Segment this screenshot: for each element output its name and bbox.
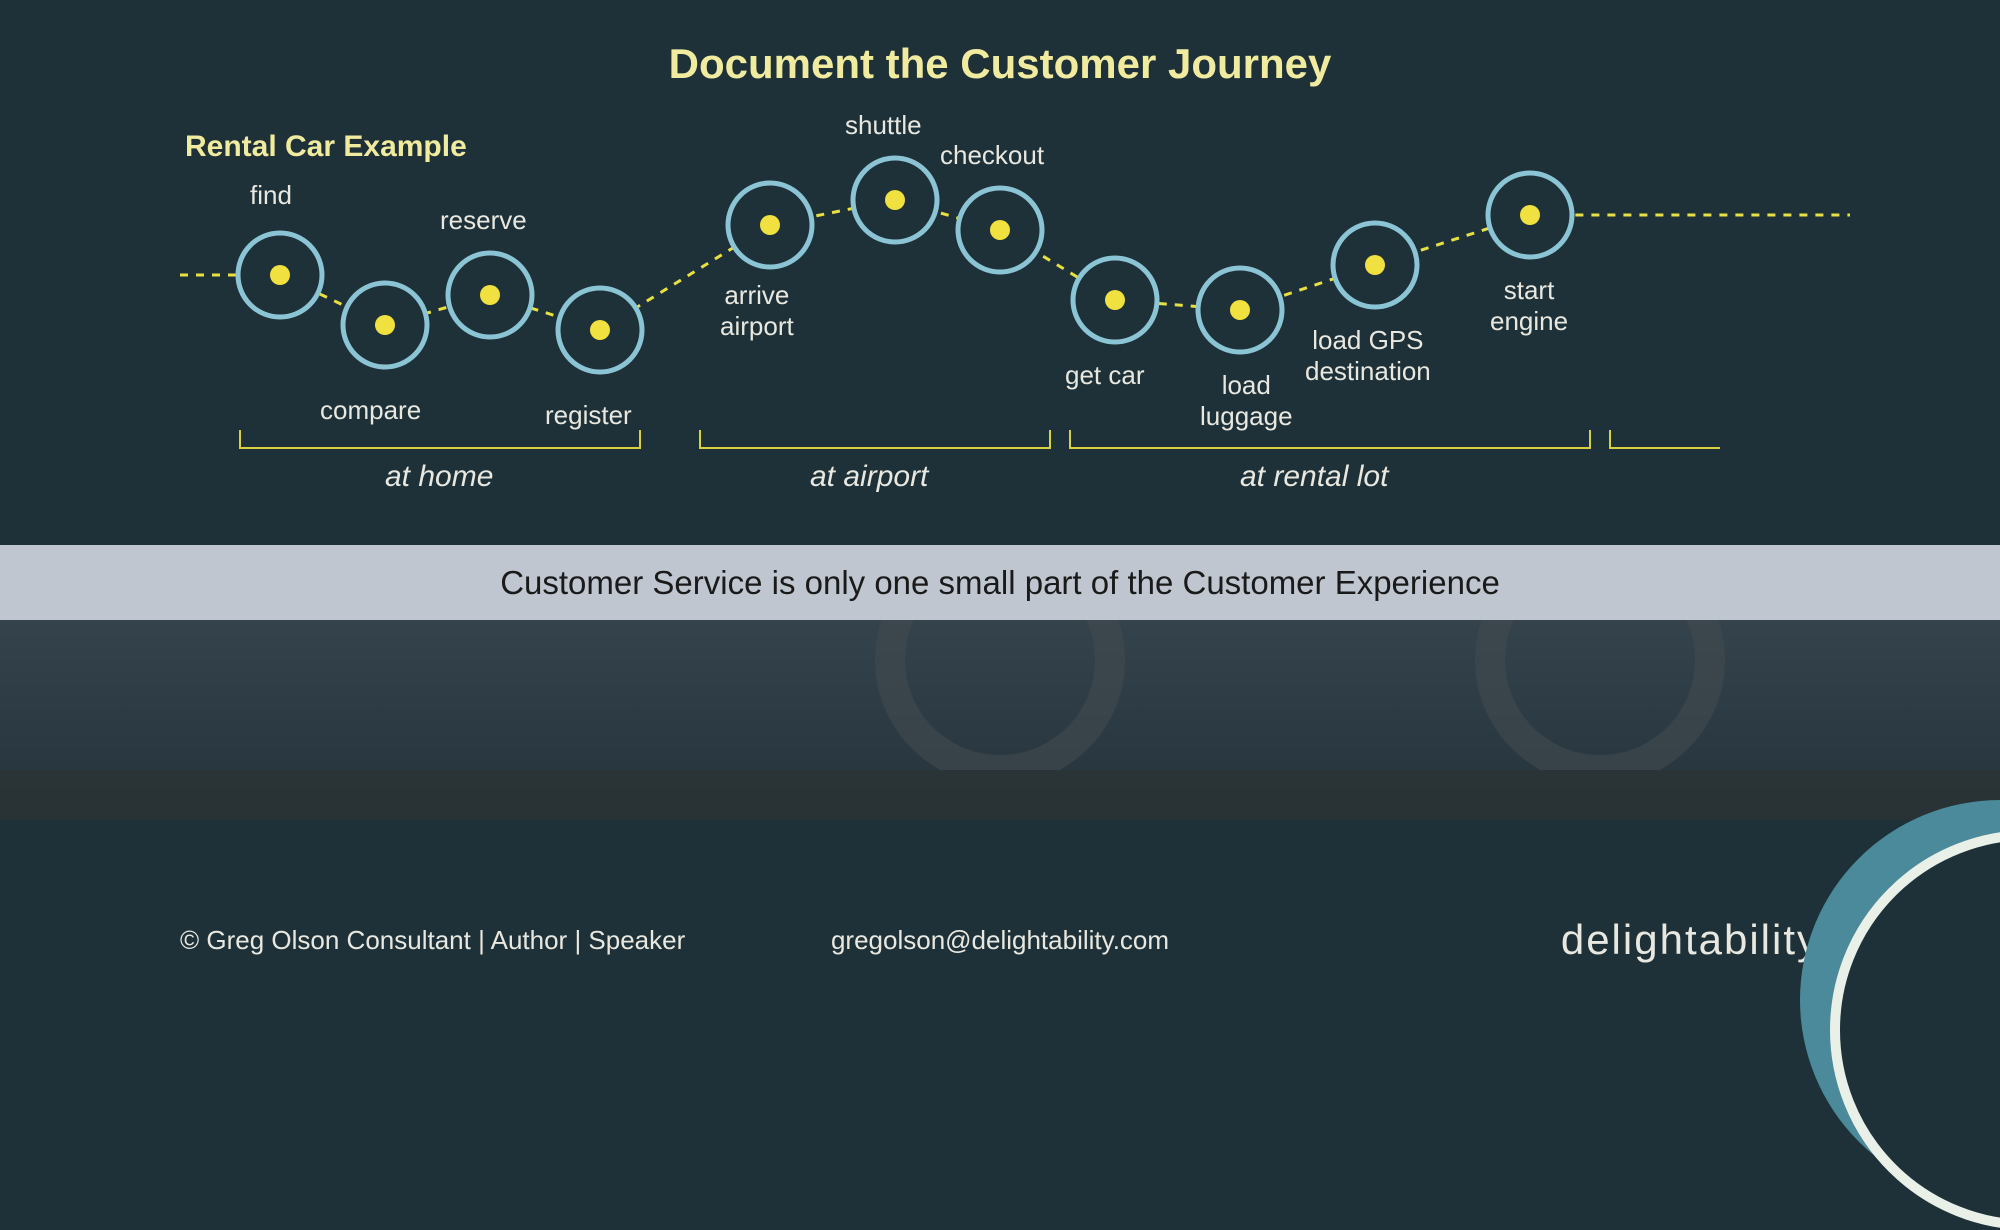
node-label-luggage: loadluggage <box>1200 370 1293 432</box>
background-photo-area <box>0 620 2000 820</box>
node-label-compare: compare <box>320 395 421 426</box>
node-label-shuttle: shuttle <box>845 110 922 141</box>
footer-author: © Greg Olson Consultant | Author | Speak… <box>180 925 685 956</box>
phase-label: at home <box>385 460 493 494</box>
phase-label: at rental lot <box>1240 460 1388 494</box>
node-label-reserve: reserve <box>440 205 527 236</box>
footer: © Greg Olson Consultant | Author | Speak… <box>0 910 2000 970</box>
node-label-arrive: arriveairport <box>720 280 794 342</box>
brand-logo: delightability <box>1561 916 1820 964</box>
node-label-checkout: checkout <box>940 140 1044 171</box>
page-title: Document the Customer Journey <box>669 40 1332 88</box>
node-label-start: startengine <box>1490 275 1568 337</box>
node-label-getcar: get car <box>1065 360 1145 391</box>
node-label-gps: load GPSdestination <box>1305 325 1431 387</box>
node-label-find: find <box>250 180 292 211</box>
node-label-register: register <box>545 400 632 431</box>
journey-chart: find compare reserve register arriveairport s… <box>0 150 2000 500</box>
footer-email: gregolson@delightability.com <box>831 925 1169 956</box>
phase-label: at airport <box>810 460 928 494</box>
banner-message: Customer Service is only one small part … <box>0 545 2000 620</box>
